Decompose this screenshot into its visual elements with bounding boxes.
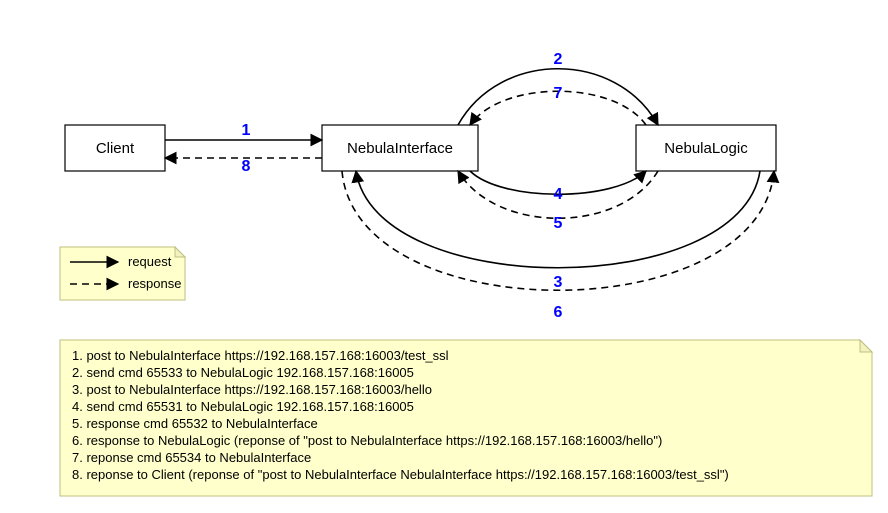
edge-4-label: 4 [554,186,563,203]
node-logic: NebulaLogic [636,125,776,171]
node-client-label: Client [96,140,135,157]
edge-1-label: 1 [242,122,251,139]
node-interface: NebulaInterface [322,125,478,171]
note-line-6: 6. response to NebulaLogic (reponse of "… [72,433,662,448]
edge-5-label: 5 [554,215,563,232]
note-line-8: 8. reponse to Client (reponse of "post t… [72,467,729,482]
diagram-canvas: Client NebulaInterface NebulaLogic 1 8 2… [0,0,888,513]
legend-request-label: request [128,254,172,269]
note-line-4: 4. send cmd 65531 to NebulaLogic 192.168… [72,399,414,414]
edge-7-label: 7 [554,85,563,102]
note-line-1: 1. post to NebulaInterface https://192.1… [72,348,449,363]
note-line-7: 7. reponse cmd 65534 to NebulaInterface [72,450,311,465]
node-client: Client [65,125,165,171]
edge-2-label: 2 [554,51,563,68]
note-line-3: 3. post to NebulaInterface https://192.1… [72,382,432,397]
note-line-5: 5. response cmd 65532 to NebulaInterface [72,416,318,431]
edge-3-label: 3 [554,274,563,291]
edge-8-label: 8 [242,158,251,175]
legend-box: request response [60,247,185,300]
note-line-2: 2. send cmd 65533 to NebulaLogic 192.168… [72,365,414,380]
node-logic-label: NebulaLogic [664,140,748,157]
steps-note: 1. post to NebulaInterface https://192.1… [60,340,872,496]
edge-6-label: 6 [554,304,563,321]
node-interface-label: NebulaInterface [347,140,453,157]
legend-response-label: response [128,276,181,291]
